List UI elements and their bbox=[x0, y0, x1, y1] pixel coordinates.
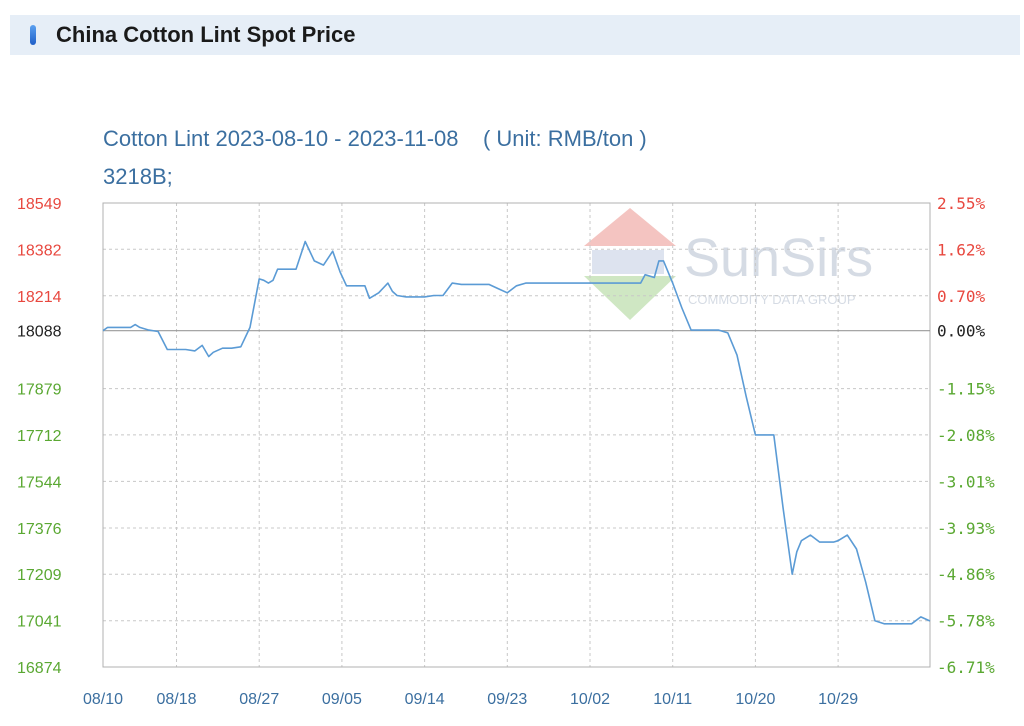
x-tick-label: 10/11 bbox=[653, 691, 692, 708]
y-tick-label-right: -5.78% bbox=[937, 612, 995, 631]
y-tick-label-right: -3.01% bbox=[937, 472, 995, 491]
y-tick-label-left: 17879 bbox=[17, 382, 62, 399]
watermark-red-triangle-icon bbox=[584, 208, 676, 246]
plot-frame bbox=[102, 202, 931, 668]
sunsirs-watermark-logo: SunSirs COMMODITY DATA GROUP bbox=[584, 208, 873, 320]
x-tick-label: 10/29 bbox=[818, 691, 858, 708]
section-title: China Cotton Lint Spot Price bbox=[56, 22, 356, 47]
header-accent-bar-icon bbox=[30, 25, 36, 45]
y-tick-label-left: 18088 bbox=[17, 324, 62, 341]
y-tick-label-right: 0.70% bbox=[937, 287, 986, 306]
chart-tick-labels: 18549 2.55% 18382 1.62% 18214 0.70% 18088 0.00%… bbox=[17, 194, 995, 708]
x-tick-label: 10/20 bbox=[735, 691, 775, 708]
chart-subtitle: 3218B; bbox=[103, 164, 173, 189]
chart-title: Cotton Lint 2023-08-10 - 2023-11-08 ( Un… bbox=[103, 126, 647, 151]
y-tick-label-left: 17041 bbox=[17, 614, 62, 631]
y-tick-label-right: 2.55% bbox=[937, 194, 986, 213]
y-tick-label-left: 17712 bbox=[17, 428, 62, 445]
y-tick-label-right: 1.62% bbox=[937, 240, 986, 259]
y-tick-label-right: -2.08% bbox=[937, 426, 995, 445]
x-tick-label: 10/02 bbox=[570, 691, 610, 708]
watermark-tagline: COMMODITY DATA GROUP bbox=[688, 292, 856, 307]
price-series-line bbox=[102, 240, 931, 625]
x-tick-label: 09/05 bbox=[322, 691, 362, 708]
x-tick-label: 08/10 bbox=[83, 691, 123, 708]
y-tick-label-left: 18549 bbox=[17, 196, 62, 213]
y-tick-label-right: -1.15% bbox=[937, 380, 995, 399]
x-tick-label: 09/14 bbox=[405, 691, 445, 708]
chart-series bbox=[102, 240, 931, 625]
x-tick-label: 08/18 bbox=[156, 691, 196, 708]
y-tick-label-left: 17209 bbox=[17, 567, 62, 584]
y-tick-label-right: -3.93% bbox=[937, 519, 995, 538]
y-tick-label-right: 0.00% bbox=[937, 322, 986, 341]
y-tick-label-left: 18214 bbox=[17, 289, 62, 306]
watermark-green-triangle-icon bbox=[584, 276, 676, 320]
y-tick-label-left: 17544 bbox=[17, 474, 62, 491]
x-tick-label: 09/23 bbox=[487, 691, 527, 708]
x-tick-label: 08/27 bbox=[239, 691, 279, 708]
y-tick-label-left: 18382 bbox=[17, 242, 62, 259]
watermark-brand: SunSirs bbox=[684, 228, 873, 288]
y-tick-label-left: 17376 bbox=[17, 521, 62, 538]
watermark-band-icon bbox=[592, 250, 664, 274]
chart-grid bbox=[103, 203, 930, 667]
y-tick-label-left: 16874 bbox=[17, 660, 62, 677]
y-tick-label-right: -4.86% bbox=[937, 565, 995, 584]
chart-axes bbox=[102, 202, 931, 668]
section-header: China Cotton Lint Spot Price bbox=[10, 15, 1020, 55]
y-tick-label-right: -6.71% bbox=[937, 658, 995, 677]
